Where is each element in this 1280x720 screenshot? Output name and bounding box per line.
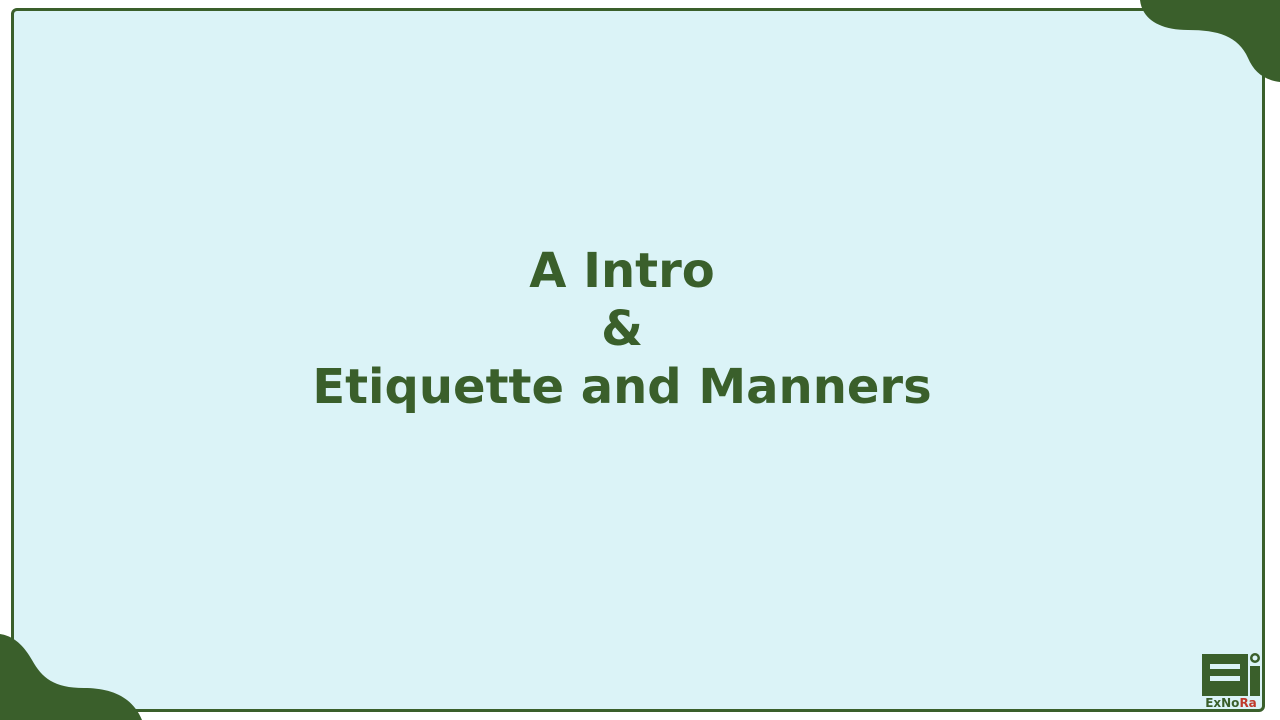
slide-frame bbox=[11, 8, 1265, 712]
title-line-2: & bbox=[601, 301, 643, 357]
logo-text-no: No bbox=[1221, 696, 1240, 710]
exnora-logo: ExNoRa bbox=[1200, 652, 1262, 710]
corner-decoration-top-right bbox=[1140, 0, 1280, 82]
logo-text-ra: Ra bbox=[1239, 696, 1257, 710]
corner-decoration-bottom-left bbox=[0, 634, 142, 720]
exnora-logo-text: ExNoRa bbox=[1200, 696, 1262, 710]
exnora-logo-mark bbox=[1202, 653, 1260, 696]
slide-title: A Intro & Etiquette and Manners bbox=[222, 242, 1022, 416]
logo-text-ex: Ex bbox=[1205, 696, 1222, 710]
title-line-1: A Intro bbox=[529, 243, 715, 299]
title-line-3: Etiquette and Manners bbox=[312, 359, 932, 415]
